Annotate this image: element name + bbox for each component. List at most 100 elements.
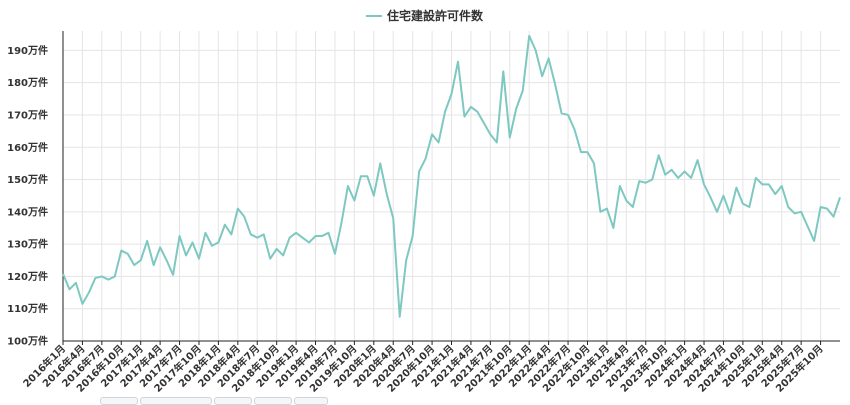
data-point[interactable]: [819, 205, 823, 209]
data-point[interactable]: [67, 287, 71, 291]
data-point[interactable]: [158, 245, 162, 249]
data-point[interactable]: [171, 273, 175, 277]
data-point[interactable]: [689, 176, 693, 180]
data-point[interactable]: [598, 210, 602, 214]
data-point[interactable]: [268, 257, 272, 261]
data-point[interactable]: [747, 205, 751, 209]
data-point[interactable]: [301, 236, 305, 240]
scroll-tab[interactable]: [254, 397, 292, 405]
data-point[interactable]: [326, 231, 330, 235]
data-point[interactable]: [527, 34, 531, 38]
data-point[interactable]: [424, 157, 428, 161]
data-point[interactable]: [132, 263, 136, 267]
data-point[interactable]: [352, 199, 356, 203]
data-point[interactable]: [734, 186, 738, 190]
data-point[interactable]: [242, 215, 246, 219]
data-point[interactable]: [430, 132, 434, 136]
data-point[interactable]: [495, 140, 499, 144]
data-point[interactable]: [786, 205, 790, 209]
legend[interactable]: 住宅建設許可件数: [366, 8, 484, 23]
data-point[interactable]: [657, 153, 661, 157]
data-point[interactable]: [611, 226, 615, 230]
data-point[interactable]: [488, 132, 492, 136]
data-point[interactable]: [145, 239, 149, 243]
data-point[interactable]: [249, 232, 253, 236]
data-point[interactable]: [314, 234, 318, 238]
data-point[interactable]: [203, 231, 207, 235]
data-point[interactable]: [702, 182, 706, 186]
data-point[interactable]: [391, 216, 395, 220]
data-point[interactable]: [80, 302, 84, 306]
scroll-tab[interactable]: [214, 397, 252, 405]
data-point[interactable]: [359, 174, 363, 178]
data-point[interactable]: [404, 258, 408, 262]
data-point[interactable]: [812, 239, 816, 243]
data-point[interactable]: [741, 202, 745, 206]
data-point[interactable]: [799, 210, 803, 214]
data-point[interactable]: [644, 181, 648, 185]
data-point[interactable]: [482, 121, 486, 125]
data-point[interactable]: [339, 221, 343, 225]
data-point[interactable]: [87, 291, 91, 295]
data-point[interactable]: [624, 199, 628, 203]
data-point[interactable]: [126, 252, 130, 256]
scroll-tab[interactable]: [294, 397, 328, 405]
data-point[interactable]: [398, 315, 402, 319]
data-point[interactable]: [760, 182, 764, 186]
scroll-tab[interactable]: [100, 397, 138, 405]
data-point[interactable]: [178, 234, 182, 238]
data-point[interactable]: [450, 92, 454, 96]
data-point[interactable]: [333, 252, 337, 256]
data-point[interactable]: [838, 195, 842, 199]
data-point[interactable]: [417, 169, 421, 173]
data-point[interactable]: [346, 184, 350, 188]
data-point[interactable]: [676, 176, 680, 180]
data-point[interactable]: [521, 89, 525, 93]
data-point[interactable]: [365, 174, 369, 178]
data-point[interactable]: [210, 244, 214, 248]
data-point[interactable]: [553, 82, 557, 86]
scroll-tab[interactable]: [140, 397, 212, 405]
data-point[interactable]: [715, 210, 719, 214]
data-point[interactable]: [462, 115, 466, 119]
data-point[interactable]: [385, 192, 389, 196]
data-point[interactable]: [475, 110, 479, 114]
data-point[interactable]: [508, 136, 512, 140]
data-point[interactable]: [61, 272, 65, 276]
data-point[interactable]: [825, 207, 829, 211]
data-point[interactable]: [663, 173, 667, 177]
data-point[interactable]: [113, 274, 117, 278]
data-point[interactable]: [197, 257, 201, 261]
data-point[interactable]: [469, 105, 473, 109]
data-point[interactable]: [547, 56, 551, 60]
data-point[interactable]: [93, 276, 97, 280]
data-point[interactable]: [411, 234, 415, 238]
data-point[interactable]: [618, 184, 622, 188]
data-point[interactable]: [806, 224, 810, 228]
data-point[interactable]: [832, 215, 836, 219]
data-point[interactable]: [780, 184, 784, 188]
data-point[interactable]: [728, 211, 732, 215]
data-point[interactable]: [372, 194, 376, 198]
data-point[interactable]: [191, 241, 195, 245]
data-point[interactable]: [793, 211, 797, 215]
data-point[interactable]: [139, 258, 143, 262]
data-point[interactable]: [378, 161, 382, 165]
data-point[interactable]: [456, 60, 460, 64]
data-point[interactable]: [573, 127, 577, 131]
data-point[interactable]: [650, 178, 654, 182]
data-point[interactable]: [236, 207, 240, 211]
data-point[interactable]: [443, 110, 447, 114]
data-point[interactable]: [773, 192, 777, 196]
data-point[interactable]: [696, 158, 700, 162]
data-point[interactable]: [637, 179, 641, 183]
data-point[interactable]: [216, 241, 220, 245]
data-point[interactable]: [106, 278, 110, 282]
data-point[interactable]: [534, 48, 538, 52]
data-point[interactable]: [631, 205, 635, 209]
data-point[interactable]: [294, 231, 298, 235]
data-point[interactable]: [275, 247, 279, 251]
data-point[interactable]: [721, 194, 725, 198]
data-point[interactable]: [320, 234, 324, 238]
data-point[interactable]: [255, 236, 259, 240]
